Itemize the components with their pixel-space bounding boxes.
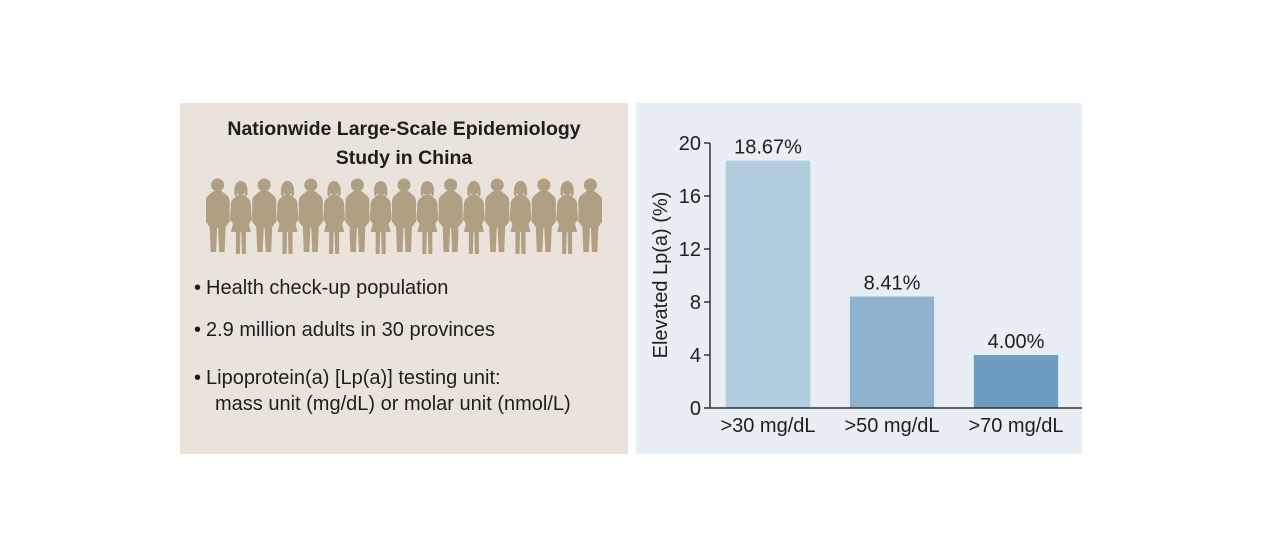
person-silhouette (531, 178, 556, 252)
person-silhouette (462, 181, 485, 254)
person-silhouette (578, 178, 602, 252)
chart-panel: Elevated Lp(a) (%) 0 4 8 12 16 20 18.67% 8.41%… (636, 103, 1082, 454)
study-title-line-1: Nationwide Large-Scale Epidemiology (227, 118, 581, 140)
x-tick-label: >70 mg/dL (968, 415, 1063, 437)
y-tick-label: 16 (679, 186, 701, 208)
person-silhouette (276, 181, 299, 254)
person-silhouette (416, 181, 439, 254)
bar-chart: Elevated Lp(a) (%) 0 4 8 12 16 20 18.67% 8.41%… (650, 133, 1082, 437)
people-crowd-icon (206, 178, 602, 254)
bullet-item-3: • Lipoprotein(a) [Lp(a)] testing unit: ma… (194, 367, 571, 415)
study-title-line-2: Study in China (335, 147, 473, 169)
person-silhouette (438, 178, 463, 252)
person-silhouette (485, 178, 510, 252)
y-tick-label: 12 (679, 239, 701, 261)
bullet-text-3: Lipoprotein(a) [Lp(a)] testing unit: (206, 367, 501, 389)
person-silhouette (252, 178, 277, 252)
person-silhouette (509, 181, 532, 254)
person-silhouette (369, 181, 392, 254)
bullet-text-3-continued: mass unit (mg/dL) or molar unit (nmol/L) (215, 393, 571, 415)
x-axis: >30 mg/dL >50 mg/dL >70 mg/dL (710, 407, 1082, 437)
x-tick-label: >50 mg/dL (844, 415, 939, 437)
person-silhouette (345, 178, 370, 252)
y-axis-label: Elevated Lp(a) (%) (650, 192, 672, 359)
y-tick-label: 0 (690, 398, 701, 420)
y-tick-label: 8 (690, 292, 701, 314)
bullet-text-1: Health check-up population (206, 277, 449, 299)
bullet-item-1: • Health check-up population (194, 277, 449, 299)
person-silhouette (556, 181, 579, 254)
person-silhouette (298, 178, 323, 252)
bullet-text-2: 2.9 million adults in 30 provinces (206, 319, 496, 341)
person-silhouette (206, 178, 230, 252)
bar-value-label: 4.00% (988, 331, 1045, 353)
bar (849, 296, 935, 408)
study-panel: Nationwide Large-Scale Epidemiology Stud… (180, 103, 628, 454)
y-tick-label: 20 (679, 133, 701, 155)
x-tick-label: >30 mg/dL (720, 415, 815, 437)
bar-value-label: 18.67% (734, 137, 802, 159)
person-silhouette (392, 178, 416, 252)
study-title: Nationwide Large-Scale Epidemiology Stud… (180, 115, 628, 173)
bar (725, 160, 811, 408)
bar-value-label: 8.41% (864, 273, 921, 295)
bar (973, 355, 1059, 408)
person-silhouette (323, 181, 346, 254)
person-silhouette (229, 181, 252, 254)
bars: 18.67% 8.41% 4.00% (725, 137, 1059, 408)
y-axis: 0 4 8 12 16 20 (679, 133, 711, 420)
y-tick-label: 4 (690, 345, 701, 367)
bullet-item-2: • 2.9 million adults in 30 provinces (194, 319, 496, 341)
